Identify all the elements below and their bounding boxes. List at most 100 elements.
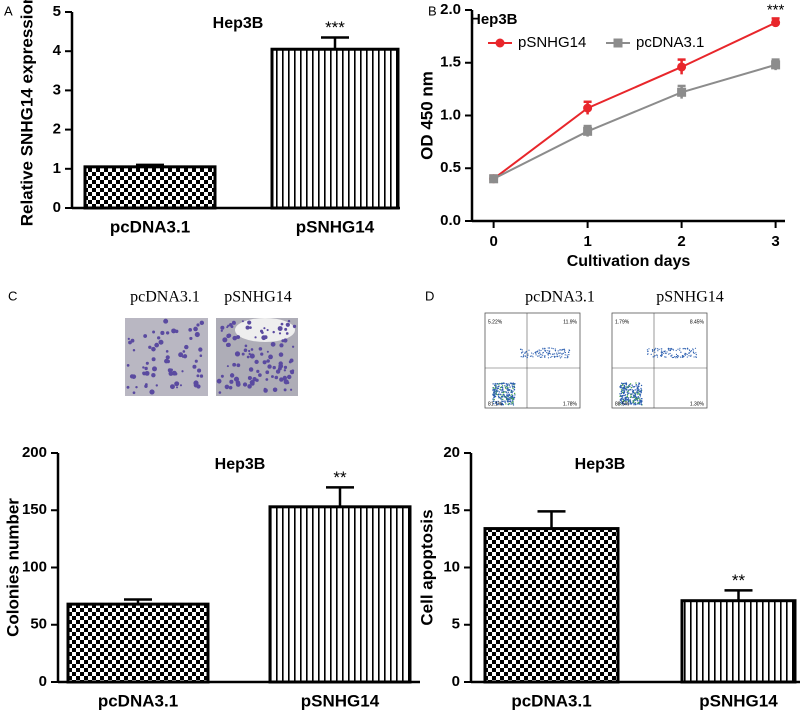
event: [627, 397, 630, 399]
event: [647, 353, 649, 355]
colony: [225, 342, 231, 348]
colony: [286, 381, 290, 385]
event: [661, 348, 663, 350]
event: [507, 391, 510, 393]
significance: **: [732, 571, 746, 590]
colony: [184, 344, 189, 350]
event: [640, 391, 642, 394]
colony: [194, 359, 198, 363]
event: [695, 352, 697, 354]
event: [635, 403, 637, 406]
event: [650, 353, 652, 355]
colony: [291, 345, 295, 348]
event: [622, 391, 625, 394]
colony: [229, 373, 235, 378]
colony: [152, 330, 156, 334]
event: [500, 402, 502, 404]
colony: [145, 361, 149, 365]
event: [549, 350, 551, 352]
event: [668, 349, 670, 351]
event: [657, 350, 659, 352]
event: [625, 382, 628, 384]
event: [625, 400, 627, 403]
event: [544, 354, 546, 357]
event: [501, 385, 504, 387]
y-tick-label: 3: [53, 81, 61, 98]
event: [500, 395, 503, 398]
colony: [284, 327, 288, 331]
event: [692, 349, 694, 351]
event: [537, 355, 539, 357]
event: [500, 398, 502, 400]
event: [621, 387, 623, 389]
event: [506, 397, 508, 400]
colony: [193, 326, 198, 332]
event: [547, 350, 549, 352]
quadrant-value: 1.79%: [615, 319, 630, 325]
colony: [142, 366, 145, 369]
legend-title: Hep3B: [470, 11, 518, 28]
event: [635, 385, 637, 387]
event: [670, 348, 672, 351]
event: [502, 388, 504, 390]
event: [542, 348, 544, 350]
colony: [154, 342, 160, 348]
colony: [279, 343, 284, 348]
event: [564, 349, 566, 351]
event: [652, 349, 654, 351]
event: [621, 402, 623, 405]
colony: [233, 376, 240, 382]
colony: [285, 322, 290, 327]
event: [506, 388, 508, 390]
colony: [220, 374, 224, 378]
event: [634, 402, 637, 404]
event: [688, 349, 691, 351]
event: [499, 388, 501, 391]
event: [505, 387, 507, 390]
colony: [232, 335, 238, 341]
colony: [266, 359, 270, 363]
event: [633, 402, 635, 405]
significance: ***: [767, 1, 785, 18]
event: [496, 388, 498, 390]
event: [623, 384, 625, 387]
event: [538, 352, 540, 355]
event: [689, 351, 692, 353]
event: [635, 398, 638, 401]
event: [502, 403, 504, 406]
event: [495, 402, 497, 404]
event: [623, 399, 626, 402]
event: [493, 396, 495, 399]
event: [672, 348, 674, 350]
event: [500, 393, 502, 396]
event: [541, 356, 543, 358]
event: [677, 356, 679, 359]
colony: [158, 339, 164, 345]
event: [653, 356, 655, 358]
event: [551, 353, 554, 355]
event: [648, 348, 650, 350]
event: [639, 395, 642, 397]
event: [656, 356, 659, 358]
event: [669, 352, 671, 355]
image-caption: pSNHG14: [224, 289, 292, 306]
event: [628, 403, 630, 405]
event: [510, 401, 512, 403]
event: [685, 353, 687, 355]
colony: [170, 368, 173, 372]
event: [624, 403, 626, 405]
x-tick-label: 0: [489, 233, 497, 250]
event: [631, 389, 633, 391]
event: [668, 353, 670, 355]
event: [567, 356, 569, 358]
colony: [193, 380, 199, 386]
colony: [224, 384, 230, 390]
event: [629, 402, 631, 404]
event: [619, 399, 622, 401]
event: [638, 382, 640, 384]
y-tick-label: 1: [53, 160, 61, 177]
event: [635, 397, 638, 399]
flow-plot: [611, 312, 708, 409]
event: [675, 353, 678, 356]
